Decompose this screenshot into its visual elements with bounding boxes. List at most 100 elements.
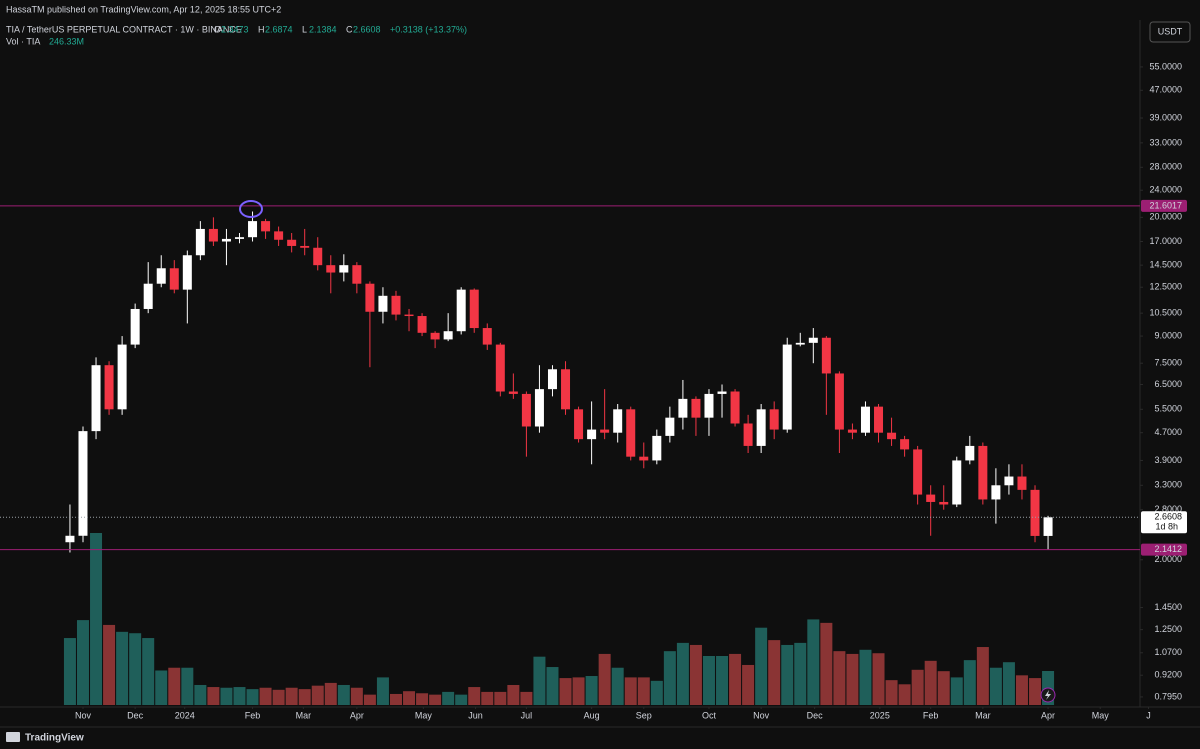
candle-body [417,316,427,333]
x-tick-label: Jun [468,710,483,720]
y-tick-label: 6.5000 [1154,379,1182,389]
flash-glyph [1045,690,1051,700]
y-tick-label: 10.5000 [1149,308,1182,318]
y-tick-label: 0.9200 [1154,670,1182,680]
candle-body [587,429,597,440]
x-tick-label: Apr [350,710,364,720]
y-tick-label: 1.4500 [1154,602,1182,612]
y-tick-label: 39.0000 [1149,112,1182,122]
volume-bar [533,656,546,705]
countdown: 1d 8h [1155,522,1178,532]
candle-body [508,391,518,394]
volume-bar [416,693,429,705]
y-tick-label: 33.0000 [1149,137,1182,147]
volume-bar [246,689,259,705]
symbol-line: TIA / TetherUS PERPETUAL CONTRACT · 1W ·… [6,24,242,34]
candle-body [104,365,114,410]
volume-bar [820,622,833,705]
candle-body [730,391,740,424]
candle-body [65,535,75,543]
candle-body [574,409,584,440]
currency-box[interactable] [1149,21,1191,43]
volume-bar [572,677,585,705]
candle-body [378,295,388,312]
x-tick-label: Nov [75,710,92,720]
y-tick-label: 5.5000 [1154,404,1182,414]
volume-bar [689,644,702,705]
x-tick-label: 2025 [870,710,890,720]
volume-bar [155,670,168,705]
volume-bar [363,694,376,705]
y-tick-label: 1.0700 [1154,647,1182,657]
volume-bar [768,640,781,705]
candle-body [352,265,362,284]
level-label-box [1141,199,1187,212]
candle-body [978,445,988,500]
level-label: 2.1412 [1154,544,1182,554]
candles [65,211,1053,553]
candle-body [834,373,844,430]
ohlc-letter: H [258,24,265,34]
volume-bar [168,667,181,705]
x-tick-label: Mar [296,710,312,720]
volume-bar [142,638,155,705]
volume-bar [1015,675,1028,705]
x-tick-label: J [1146,710,1151,720]
volume-bar [272,689,285,705]
candle-body [769,409,779,430]
candle-body [665,417,675,436]
candle-body [1043,517,1053,536]
level-label-box [1141,543,1187,556]
volume-bar [559,678,572,705]
brand: TradingView [25,733,84,744]
candle-body [900,439,910,450]
candle-body [678,398,688,418]
candle-body [626,409,636,457]
ohlc-value: 2.1384 [309,24,337,34]
y-tick-label: 55.0000 [1149,61,1182,71]
ohlc-value: 2.6608 [353,24,381,34]
candle-body [261,221,271,232]
candle-body [756,409,766,446]
volume-bar [350,687,363,705]
volume-bar [807,619,820,705]
volume-bar [755,627,768,705]
x-tick-label: Oct [702,710,717,720]
candle-body [952,460,962,505]
volume-bar [1029,678,1042,705]
candle-body [639,456,649,461]
change: +0.3138 (+13.37%) [390,24,467,34]
volume-bar [924,660,937,705]
volume-bar [220,687,233,705]
volume-bar [129,633,142,705]
candle-body [704,393,714,418]
candle-body [469,289,479,329]
candle-body [313,247,323,266]
y-tick-label: 2.8000 [1154,504,1182,514]
ohlc-value: 2.3473 [221,24,249,34]
volume-bar [833,651,846,705]
candle-body [691,398,701,418]
volume-bar [285,687,298,705]
candle-body [78,431,88,536]
candle-body [195,228,205,256]
volume-bar [794,642,807,705]
candle-body [821,337,831,374]
candle-body [652,435,662,461]
x-tick-label: Apr [1041,710,1055,720]
x-tick-label: Dec [127,710,144,720]
candle-body [808,337,818,343]
x-tick-label: Sep [636,710,652,720]
ohlc-letter: L [302,24,307,34]
y-tick-label: 17.0000 [1149,236,1182,246]
volume-bar [846,653,859,705]
y-tick-label: 12.5000 [1149,282,1182,292]
candle-body [521,393,531,427]
currency[interactable]: USDT [1158,26,1183,36]
circle-annotation [239,200,263,218]
volume-bar [598,653,611,705]
volume-bar [742,664,755,705]
candle-body [561,369,571,410]
y-tick-label: 14.5000 [1149,260,1182,270]
